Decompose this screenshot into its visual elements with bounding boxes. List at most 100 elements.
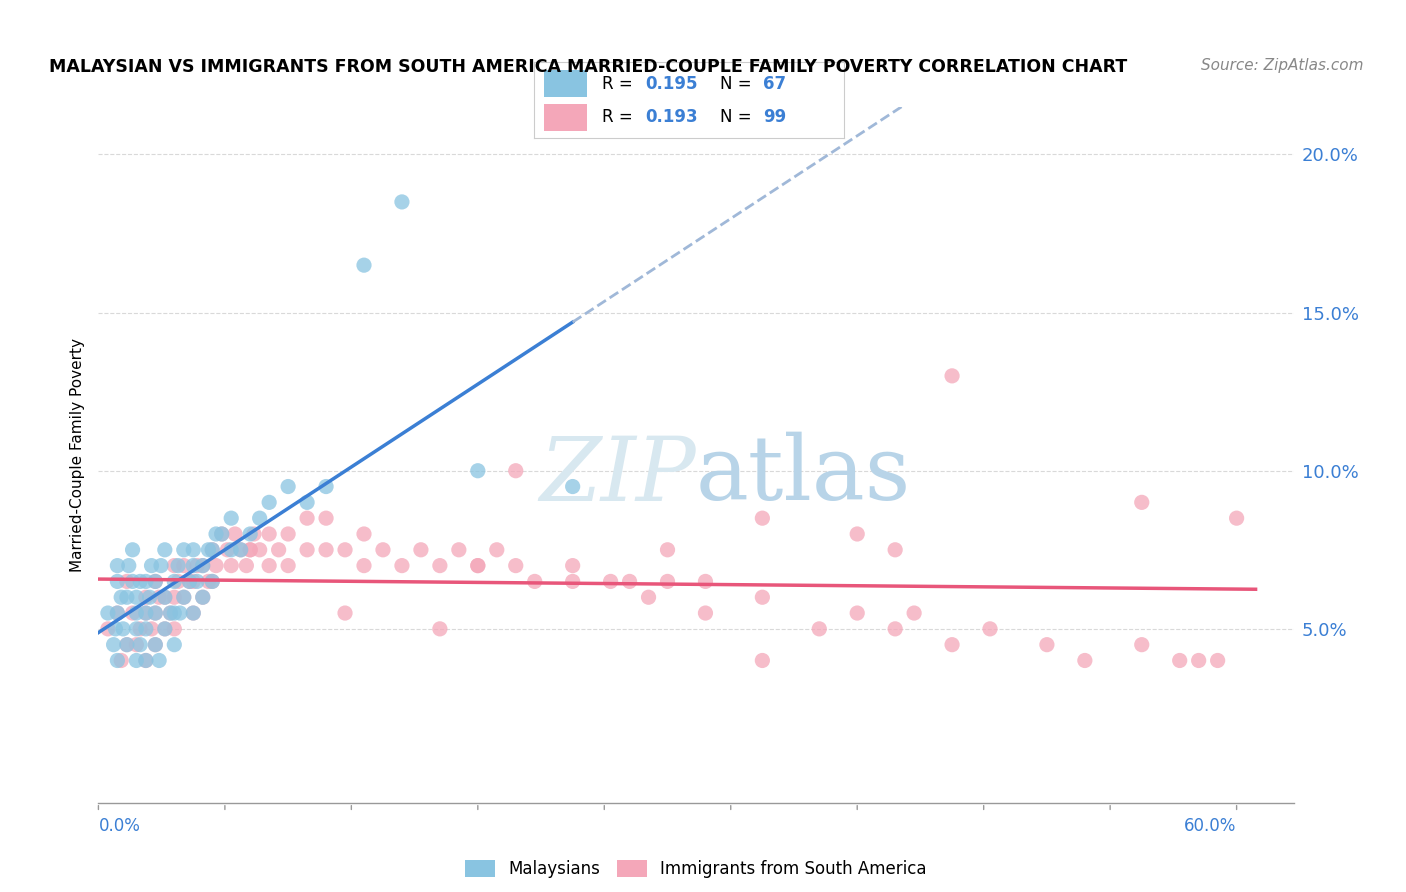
Point	[505, 558, 527, 573]
Point	[315, 511, 337, 525]
Point	[143, 606, 166, 620]
Point	[129, 574, 152, 589]
Point	[205, 558, 228, 573]
Point	[467, 464, 489, 478]
Point	[105, 558, 128, 573]
Point	[163, 638, 186, 652]
Point	[201, 574, 224, 589]
Point	[112, 622, 135, 636]
Point	[257, 495, 280, 509]
Point	[219, 558, 242, 573]
Point	[125, 622, 148, 636]
Point	[181, 574, 204, 589]
Point	[153, 622, 176, 636]
Text: R =: R =	[602, 108, 633, 126]
Point	[561, 479, 583, 493]
Point	[239, 527, 262, 541]
Point	[201, 574, 224, 589]
Point	[143, 638, 166, 652]
Point	[169, 606, 191, 620]
Point	[167, 574, 190, 589]
Point	[115, 591, 138, 605]
Point	[205, 527, 228, 541]
Point	[163, 591, 186, 605]
Point	[115, 638, 138, 652]
Point	[121, 542, 143, 557]
Point	[148, 591, 170, 605]
Point	[121, 606, 143, 620]
Point	[159, 606, 181, 620]
Bar	[544, 104, 586, 130]
Point	[239, 542, 262, 557]
Point	[353, 527, 375, 541]
Text: 0.195: 0.195	[645, 75, 699, 93]
Point	[135, 653, 157, 667]
Point	[277, 558, 299, 573]
Text: 99: 99	[763, 108, 786, 126]
Point	[353, 558, 375, 573]
Point	[153, 591, 176, 605]
Point	[239, 542, 262, 557]
Point	[153, 542, 176, 557]
Point	[141, 558, 163, 573]
Point	[1130, 638, 1153, 652]
Point	[197, 542, 219, 557]
Point	[181, 606, 204, 620]
Point	[181, 558, 204, 573]
Point	[599, 574, 621, 589]
Point	[846, 606, 869, 620]
Point	[751, 511, 773, 525]
Point	[135, 622, 157, 636]
Point	[884, 622, 907, 636]
Point	[315, 479, 337, 493]
Point	[447, 542, 470, 557]
Point	[191, 591, 214, 605]
Bar	[544, 70, 586, 96]
Point	[219, 542, 242, 557]
Point	[121, 574, 143, 589]
Point	[105, 606, 128, 620]
Point	[153, 622, 176, 636]
Point	[125, 606, 148, 620]
Point	[249, 542, 271, 557]
Point	[141, 622, 163, 636]
Point	[173, 558, 195, 573]
Point	[505, 464, 527, 478]
Point	[391, 558, 413, 573]
Point	[148, 653, 170, 667]
Point	[561, 558, 583, 573]
Point	[129, 638, 152, 652]
Point	[105, 653, 128, 667]
Point	[979, 622, 1001, 636]
Point	[333, 542, 356, 557]
Point	[846, 527, 869, 541]
Point	[104, 622, 127, 636]
Point	[173, 591, 195, 605]
Point	[523, 574, 546, 589]
Point	[277, 479, 299, 493]
Point	[115, 638, 138, 652]
Point	[105, 606, 128, 620]
Point	[143, 606, 166, 620]
Point	[143, 574, 166, 589]
Point	[429, 558, 451, 573]
Point	[191, 591, 214, 605]
Point	[97, 622, 120, 636]
Point	[135, 606, 157, 620]
Point	[159, 606, 181, 620]
Point	[295, 511, 318, 525]
Point	[191, 558, 214, 573]
Point	[125, 591, 148, 605]
Text: 67: 67	[763, 75, 786, 93]
Point	[129, 622, 152, 636]
Point	[135, 653, 157, 667]
Point	[173, 591, 195, 605]
Point	[1036, 638, 1059, 652]
Point	[249, 511, 271, 525]
Point	[125, 653, 148, 667]
Point	[163, 622, 186, 636]
Point	[295, 495, 318, 509]
Point	[201, 542, 224, 557]
Text: 0.0%: 0.0%	[98, 817, 141, 835]
Point	[186, 574, 208, 589]
